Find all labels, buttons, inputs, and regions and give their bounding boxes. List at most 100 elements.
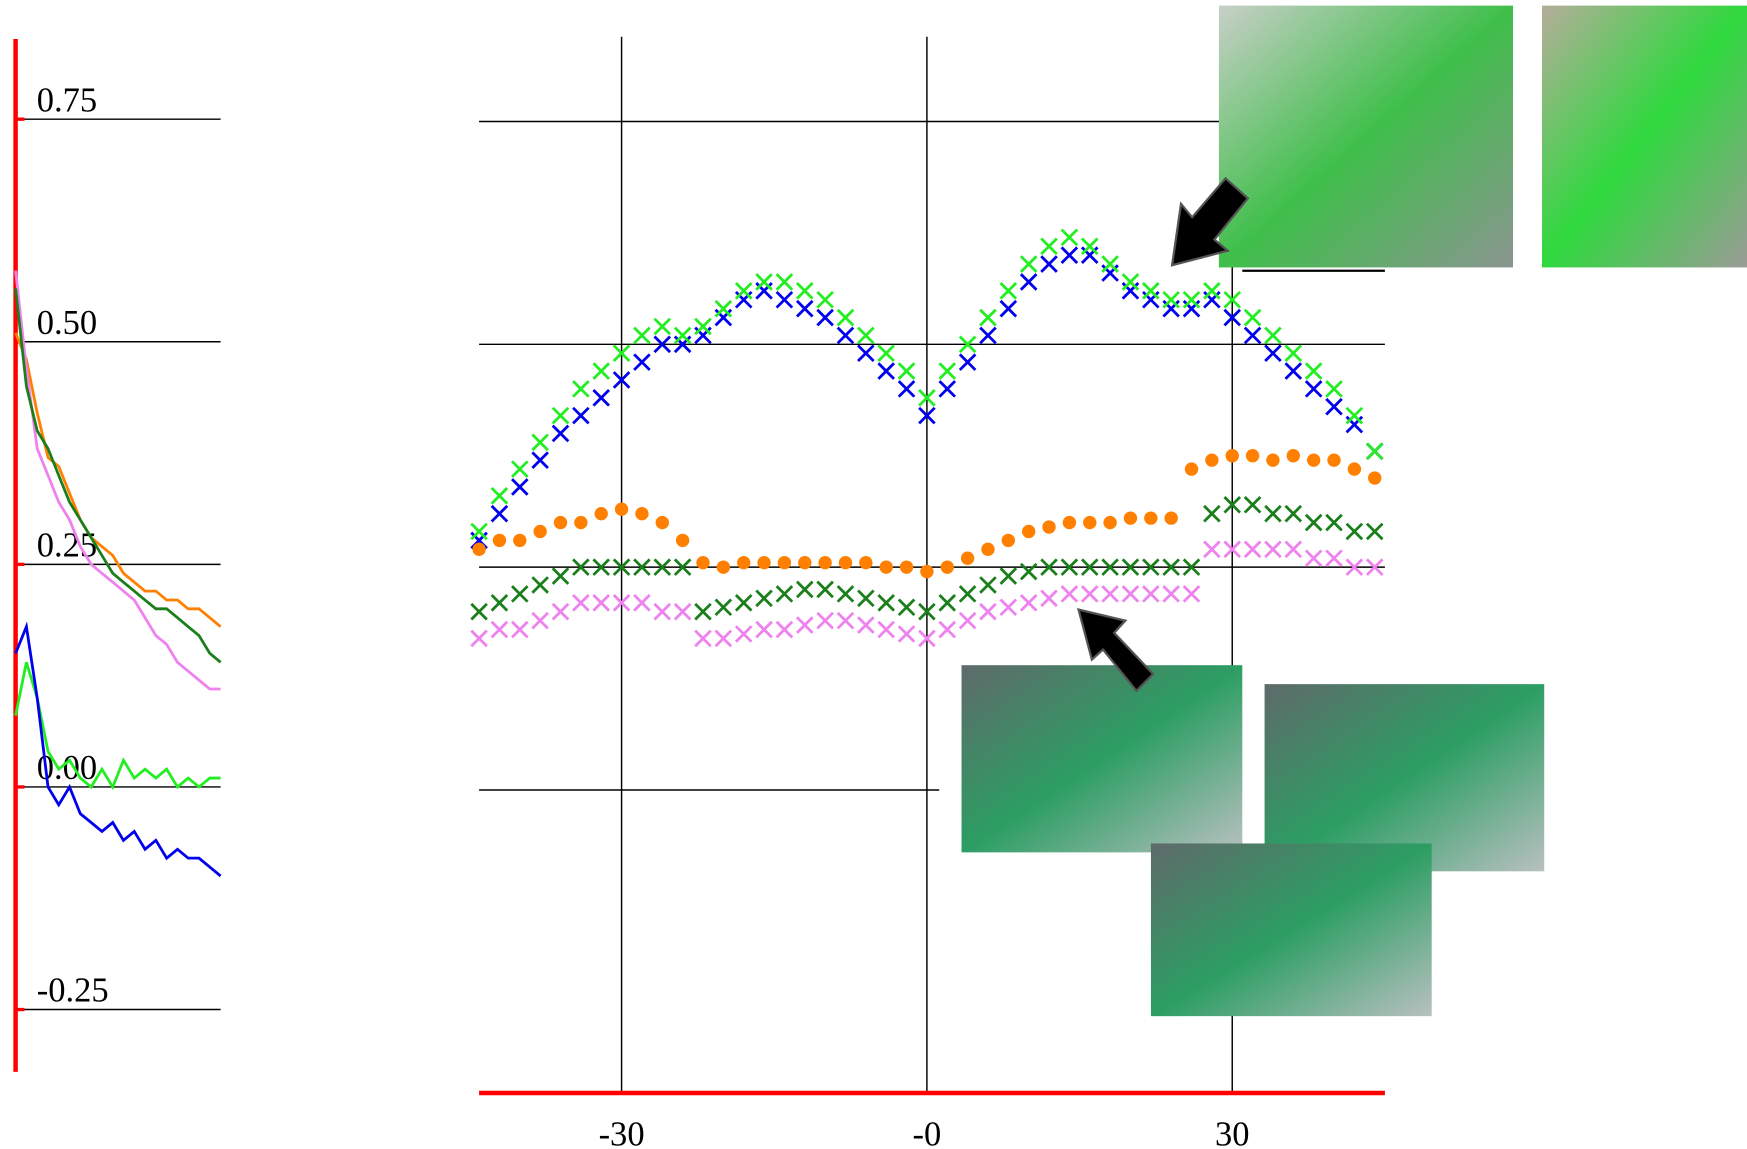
point bbox=[653, 558, 672, 576]
point bbox=[533, 524, 547, 539]
point bbox=[979, 308, 997, 327]
point bbox=[775, 585, 794, 603]
x-tick-label: 30 bbox=[1215, 1115, 1250, 1149]
point bbox=[653, 335, 672, 354]
point bbox=[838, 556, 853, 570]
point bbox=[1264, 326, 1282, 345]
point bbox=[1019, 255, 1038, 273]
point bbox=[1266, 453, 1280, 467]
point bbox=[1101, 558, 1119, 576]
point bbox=[1243, 540, 1262, 559]
point bbox=[612, 594, 631, 612]
point bbox=[795, 282, 814, 300]
point bbox=[999, 282, 1018, 300]
point bbox=[1286, 449, 1300, 463]
point bbox=[816, 290, 834, 309]
point bbox=[836, 308, 855, 327]
point bbox=[612, 344, 631, 363]
point bbox=[1162, 558, 1180, 576]
point bbox=[918, 629, 936, 648]
point bbox=[816, 580, 834, 599]
point bbox=[694, 602, 712, 621]
point bbox=[755, 282, 773, 300]
point bbox=[1142, 290, 1160, 309]
point bbox=[572, 406, 590, 425]
point bbox=[836, 585, 855, 603]
point bbox=[857, 616, 875, 634]
point bbox=[1080, 237, 1099, 256]
point bbox=[798, 556, 812, 570]
point bbox=[1019, 594, 1038, 612]
point bbox=[1182, 290, 1201, 309]
point bbox=[673, 602, 692, 621]
point bbox=[1345, 522, 1364, 541]
point bbox=[1060, 585, 1079, 603]
point bbox=[775, 273, 794, 291]
point bbox=[757, 556, 771, 570]
series-line bbox=[14, 621, 222, 878]
point bbox=[1001, 533, 1016, 548]
point bbox=[614, 502, 629, 516]
point bbox=[531, 611, 549, 630]
point bbox=[470, 522, 488, 541]
point bbox=[1060, 246, 1079, 264]
point bbox=[1144, 511, 1158, 525]
point bbox=[696, 556, 710, 570]
y-tick-label: -0.25 bbox=[37, 972, 109, 1010]
point bbox=[775, 620, 794, 639]
point bbox=[694, 326, 712, 345]
hull-photo bbox=[961, 665, 1243, 853]
point bbox=[999, 598, 1018, 617]
point bbox=[1365, 442, 1384, 461]
point bbox=[655, 515, 669, 530]
point bbox=[877, 594, 895, 612]
point bbox=[574, 515, 588, 530]
point bbox=[979, 326, 997, 345]
point bbox=[979, 602, 997, 621]
point bbox=[470, 602, 488, 621]
point bbox=[1345, 406, 1364, 425]
point bbox=[1345, 415, 1364, 434]
point bbox=[958, 611, 977, 630]
point bbox=[1284, 504, 1303, 523]
point bbox=[775, 290, 794, 309]
point bbox=[1019, 273, 1038, 291]
point bbox=[511, 585, 529, 603]
point bbox=[1243, 495, 1262, 514]
point bbox=[836, 326, 855, 345]
point bbox=[818, 556, 832, 570]
point bbox=[795, 299, 814, 318]
point bbox=[1205, 453, 1219, 467]
y-tick-label: 0.75 bbox=[37, 81, 97, 119]
point bbox=[877, 344, 895, 363]
point bbox=[897, 625, 916, 643]
point bbox=[511, 620, 529, 639]
point bbox=[1182, 585, 1201, 603]
point bbox=[592, 389, 611, 407]
point bbox=[714, 629, 733, 648]
point bbox=[1060, 228, 1079, 247]
point bbox=[1325, 513, 1343, 532]
point bbox=[675, 533, 690, 548]
point bbox=[1101, 264, 1119, 282]
point bbox=[816, 611, 834, 630]
point bbox=[1325, 397, 1343, 416]
point bbox=[1284, 344, 1303, 363]
point bbox=[899, 560, 914, 574]
point bbox=[551, 424, 570, 443]
point bbox=[920, 564, 934, 579]
point bbox=[1284, 362, 1303, 380]
point bbox=[1223, 308, 1242, 327]
point bbox=[1304, 513, 1323, 532]
point bbox=[1264, 344, 1282, 363]
point bbox=[1203, 540, 1221, 559]
point bbox=[653, 602, 672, 621]
point bbox=[938, 380, 957, 398]
series-line bbox=[14, 288, 222, 664]
point bbox=[490, 594, 509, 612]
point bbox=[1365, 558, 1384, 576]
point bbox=[1245, 449, 1260, 463]
point bbox=[1080, 558, 1099, 576]
point bbox=[1182, 558, 1201, 576]
point bbox=[513, 533, 527, 548]
